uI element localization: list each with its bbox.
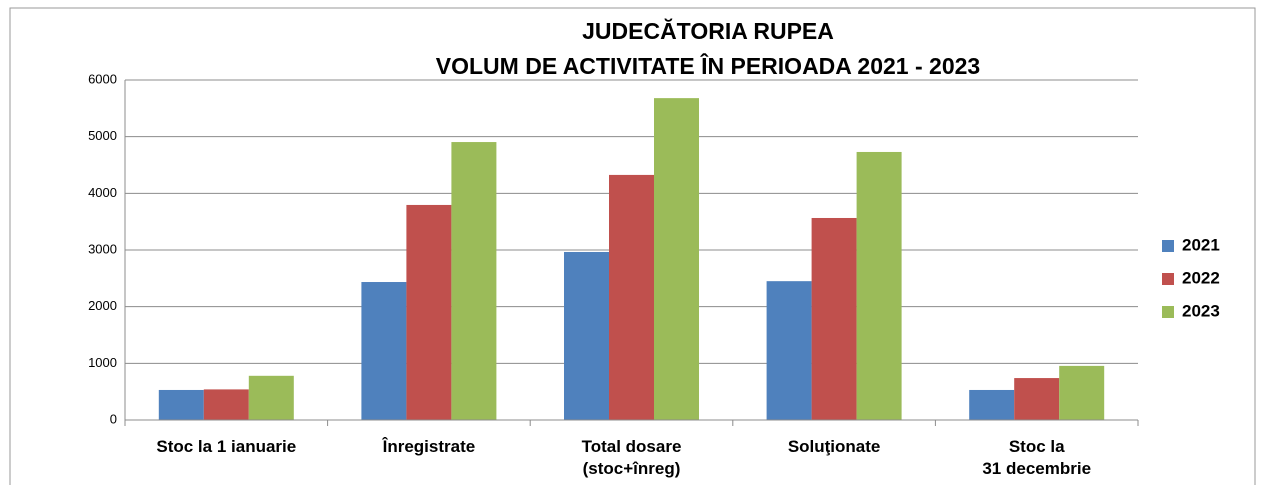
x-tick-label: Stoc la 31 decembrie [982, 437, 1092, 478]
legend-swatch [1162, 273, 1174, 285]
y-tick-label: 2000 [88, 298, 117, 313]
legend-label: 2022 [1182, 268, 1220, 287]
legend-label: 2021 [1182, 235, 1220, 254]
bar [361, 282, 407, 420]
bar [766, 281, 812, 420]
chart-title: JUDECĂTORIA RUPEA [582, 17, 834, 44]
x-tick-label: Soluţionate [787, 437, 881, 456]
bar [248, 375, 294, 420]
bar [1059, 365, 1105, 420]
y-tick-label: 1000 [88, 355, 117, 370]
y-tick-label: 6000 [88, 71, 117, 86]
bar [1014, 378, 1060, 420]
x-tick-label: Total dosare (stoc+înreg) [581, 437, 682, 478]
bar [406, 204, 452, 420]
bar [203, 389, 249, 420]
y-tick-label: 3000 [88, 241, 117, 256]
y-tick-label: 5000 [88, 128, 117, 143]
bar [451, 142, 497, 421]
y-tick-label: 0 [110, 411, 117, 426]
legend-swatch [1162, 306, 1174, 318]
x-tick-label: Înregistrate [382, 437, 476, 456]
bar [856, 151, 902, 420]
bar [811, 217, 857, 420]
y-tick-label: 4000 [88, 185, 117, 200]
legend-swatch [1162, 240, 1174, 252]
bar [609, 174, 654, 420]
x-tick-label: Stoc la 1 ianuarie [156, 437, 297, 456]
bar [654, 98, 699, 420]
bar [969, 389, 1015, 420]
legend-label: 2023 [1182, 301, 1220, 320]
bar [564, 251, 609, 420]
chart-subtitle: VOLUM DE ACTIVITATE ÎN PERIOADA 2021 - 2… [436, 52, 980, 79]
bar [158, 389, 204, 420]
